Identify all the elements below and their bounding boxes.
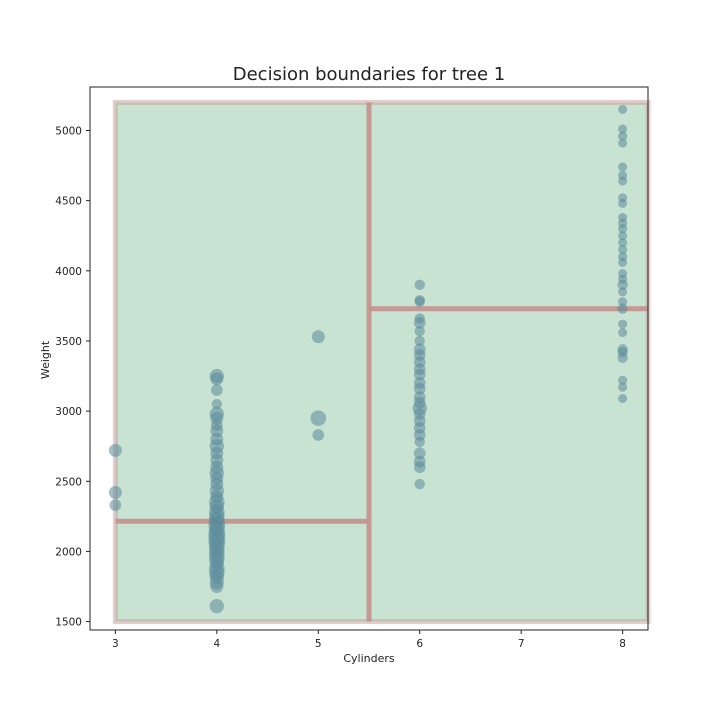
data-point [618, 382, 628, 392]
data-point [210, 372, 224, 386]
data-point [618, 287, 628, 297]
y-tick-label: 5000 [55, 125, 82, 137]
data-point [210, 580, 224, 594]
data-point [617, 352, 628, 363]
data-point [618, 176, 628, 186]
x-axis-label: Cylinders [343, 652, 395, 665]
y-tick-label: 3000 [55, 406, 82, 418]
data-point [209, 598, 224, 614]
data-point [618, 124, 628, 134]
data-point [618, 375, 628, 385]
data-point [414, 296, 425, 307]
x-tick-label: 7 [518, 638, 525, 650]
data-point [618, 162, 628, 172]
decision-region [112, 99, 651, 625]
data-point [210, 384, 223, 396]
data-point [108, 443, 122, 457]
x-tick-label: 6 [416, 638, 423, 650]
data-point [618, 327, 628, 338]
data-point [414, 335, 425, 347]
data-point [618, 297, 628, 307]
data-point [618, 319, 628, 329]
x-tick-label: 8 [619, 638, 626, 650]
x-tick-label: 4 [213, 638, 220, 650]
data-point [109, 499, 122, 511]
data-point [618, 393, 628, 404]
data-point [618, 245, 628, 255]
x-tick-label: 3 [112, 638, 119, 650]
data-point [618, 238, 628, 248]
y-tick-label: 4500 [55, 196, 82, 208]
data-point [413, 382, 426, 395]
y-tick-label: 2500 [55, 476, 82, 488]
data-point [414, 279, 425, 291]
data-point [618, 198, 628, 209]
data-point [618, 131, 628, 141]
data-point [618, 138, 628, 148]
y-axis-label: Weight [39, 340, 52, 379]
data-point [617, 279, 628, 291]
y-tick-label: 2000 [55, 546, 82, 558]
y-tick-label: 4000 [55, 266, 82, 278]
data-point [413, 447, 426, 460]
y-tick-label: 1500 [55, 617, 82, 629]
data-point [211, 398, 223, 410]
data-point [310, 410, 327, 426]
x-tick-label: 5 [315, 638, 322, 650]
data-point [414, 478, 425, 490]
data-point [413, 316, 426, 329]
plot-area: 3 4 5 6 7 8 1500 2000 2500 3000 3500 4000 4500 5000 [55, 86, 651, 650]
y-tick-label: 3500 [55, 336, 82, 348]
data-point [618, 231, 628, 241]
data-point [414, 436, 425, 448]
data-point [617, 303, 628, 314]
data-point [108, 485, 122, 499]
data-point [413, 461, 426, 474]
data-point [618, 104, 628, 114]
data-point [413, 368, 426, 381]
chart-title: Decision boundaries for tree 1 [233, 64, 506, 85]
data-point [618, 257, 628, 267]
axes-frame [89, 86, 649, 631]
data-point [312, 429, 325, 441]
data-point [311, 330, 325, 344]
data-point [414, 325, 425, 337]
data-point [618, 224, 628, 234]
